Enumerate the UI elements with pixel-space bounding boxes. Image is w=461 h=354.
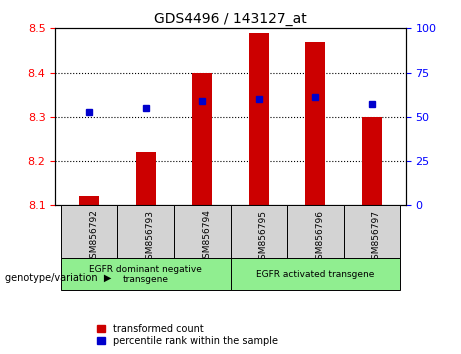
Text: GSM856792: GSM856792	[89, 210, 98, 264]
Text: GSM856797: GSM856797	[372, 210, 381, 264]
FancyBboxPatch shape	[174, 205, 230, 258]
Text: GSM856796: GSM856796	[315, 210, 324, 264]
Title: GDS4496 / 143127_at: GDS4496 / 143127_at	[154, 12, 307, 26]
FancyBboxPatch shape	[287, 205, 343, 258]
Bar	[136, 152, 156, 205]
Bar	[79, 196, 99, 205]
Bar	[362, 117, 382, 205]
Bar	[249, 33, 269, 205]
Text: GSM856795: GSM856795	[259, 210, 268, 264]
FancyBboxPatch shape	[61, 205, 118, 258]
Bar	[305, 41, 325, 205]
Bar	[192, 73, 212, 205]
FancyBboxPatch shape	[118, 205, 174, 258]
Text: GSM856794: GSM856794	[202, 210, 211, 264]
Text: GSM856793: GSM856793	[146, 210, 155, 264]
FancyBboxPatch shape	[230, 205, 287, 258]
Text: EGFR activated transgene: EGFR activated transgene	[256, 270, 374, 279]
FancyBboxPatch shape	[230, 258, 400, 290]
FancyBboxPatch shape	[343, 205, 400, 258]
Text: genotype/variation  ▶: genotype/variation ▶	[5, 273, 111, 283]
Text: EGFR dominant negative
transgene: EGFR dominant negative transgene	[89, 265, 202, 284]
Legend: transformed count, percentile rank within the sample: transformed count, percentile rank withi…	[97, 324, 278, 346]
FancyBboxPatch shape	[61, 258, 230, 290]
